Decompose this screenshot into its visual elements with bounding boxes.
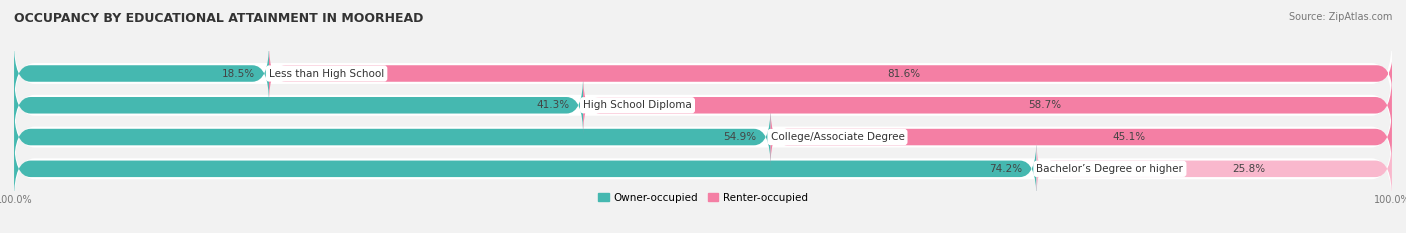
FancyBboxPatch shape [14,36,1392,111]
FancyBboxPatch shape [14,100,1392,174]
FancyBboxPatch shape [14,44,269,103]
Text: 18.5%: 18.5% [222,69,256,79]
Text: High School Diploma: High School Diploma [583,100,692,110]
Text: Less than High School: Less than High School [269,69,384,79]
Text: 25.8%: 25.8% [1232,164,1265,174]
Text: 41.3%: 41.3% [536,100,569,110]
FancyBboxPatch shape [770,107,1392,167]
Text: College/Associate Degree: College/Associate Degree [770,132,904,142]
Text: Bachelor’s Degree or higher: Bachelor’s Degree or higher [1036,164,1184,174]
Text: 54.9%: 54.9% [724,132,756,142]
Text: 58.7%: 58.7% [1028,100,1062,110]
FancyBboxPatch shape [269,44,1393,103]
Legend: Owner-occupied, Renter-occupied: Owner-occupied, Renter-occupied [599,193,807,203]
FancyBboxPatch shape [14,68,1392,142]
FancyBboxPatch shape [14,75,583,135]
Text: 45.1%: 45.1% [1112,132,1146,142]
FancyBboxPatch shape [583,75,1392,135]
Text: Source: ZipAtlas.com: Source: ZipAtlas.com [1288,12,1392,22]
FancyBboxPatch shape [14,132,1392,206]
Text: OCCUPANCY BY EDUCATIONAL ATTAINMENT IN MOORHEAD: OCCUPANCY BY EDUCATIONAL ATTAINMENT IN M… [14,12,423,25]
Text: 81.6%: 81.6% [887,69,921,79]
FancyBboxPatch shape [1036,139,1392,199]
FancyBboxPatch shape [14,107,770,167]
FancyBboxPatch shape [14,139,1036,199]
Text: 74.2%: 74.2% [990,164,1022,174]
